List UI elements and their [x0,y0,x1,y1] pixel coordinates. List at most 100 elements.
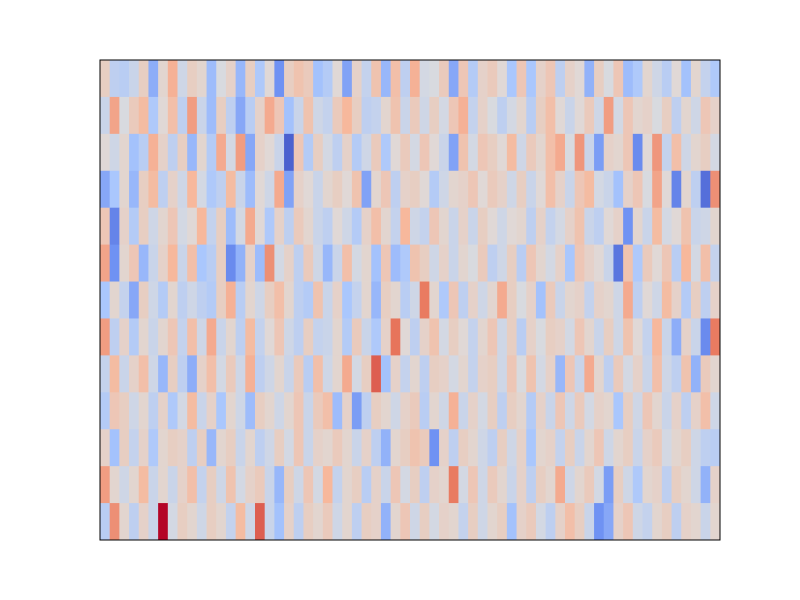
heatmap-cell [652,281,663,319]
heatmap-cell [497,392,508,430]
heatmap-cell [245,96,256,135]
heatmap-cell [506,133,517,172]
heatmap-cell [516,429,527,467]
heatmap-cell [594,355,605,393]
heatmap-cell [245,318,256,356]
heatmap-cell [196,392,207,430]
heatmap-cell [584,392,595,430]
heatmap-cell [535,466,547,504]
heatmap-cell [255,96,266,135]
heatmap-cell [129,244,140,282]
heatmap-cell [303,466,314,504]
heatmap-cell [690,466,702,504]
heatmap-cell [274,503,285,541]
heatmap-cell [187,207,198,246]
heatmap-cell [284,355,295,393]
heatmap-cell [468,503,479,541]
heatmap-cell [380,96,392,135]
heatmap-cell [206,133,217,172]
heatmap-cell [351,318,362,356]
heatmap-cell [565,133,576,172]
heatmap-cell [565,207,576,246]
heatmap-cell [129,96,140,135]
heatmap-cell [700,429,711,467]
heatmap-cell [303,355,314,393]
heatmap-cell [545,429,556,467]
heatmap-cell [516,355,527,393]
heatmap-cell [448,318,459,356]
heatmap-cell [681,392,692,430]
heatmap-cell [410,281,421,319]
heatmap-cell [652,96,663,135]
heatmap-cell [497,503,508,541]
heatmap-cell [613,60,624,98]
heatmap-cell [196,133,207,172]
heatmap-cell [671,392,682,430]
heatmap-cell [361,429,372,467]
heatmap-cell [468,170,479,209]
heatmap-cell [351,503,362,541]
heatmap-cell [196,318,207,356]
heatmap-cell [322,244,333,282]
heatmap-cell [351,244,362,282]
heatmap-cell [196,170,207,209]
heatmap-cell [351,392,362,430]
heatmap-cell [613,503,624,541]
heatmap-cell [361,60,372,98]
heatmap-cell [439,207,450,246]
heatmap-cell [225,429,237,467]
heatmap-cell [555,133,566,172]
heatmap-cell [497,466,508,504]
heatmap-cell [351,133,362,172]
heatmap-cell [264,60,275,98]
heatmap-cell [158,244,169,282]
heatmap-cell [313,466,324,504]
heatmap-cell [187,170,198,209]
heatmap-cell [468,244,479,282]
heatmap-cell [351,60,362,98]
heatmap-cell [497,318,508,356]
heatmap-cell [565,281,576,319]
heatmap-cell [187,318,198,356]
heatmap-cell [429,60,440,98]
heatmap-cell [535,96,547,135]
heatmap-cell [535,170,547,209]
heatmap-cell [206,392,217,430]
heatmap-cell [342,503,353,541]
heatmap-cell [555,392,566,430]
heatmap-cell [255,207,266,246]
heatmap-cell [109,96,120,135]
heatmap-cell [419,466,430,504]
heatmap-cell [313,429,324,467]
heatmap-cell [487,207,498,246]
heatmap-cell [497,355,508,393]
heatmap-cell [274,207,285,246]
heatmap-cell [245,207,256,246]
heatmap-cell [167,281,178,319]
heatmap-cell [632,96,643,135]
heatmap-cell [439,503,450,541]
heatmap-cell [109,170,120,209]
heatmap-cell [419,207,430,246]
heatmap-cell [506,170,517,209]
heatmap-cell [371,170,382,209]
heatmap-cell [584,281,595,319]
heatmap-cell [613,392,624,430]
heatmap-cell [158,392,169,430]
heatmap-cell [468,429,479,467]
heatmap-cell [216,281,227,319]
heatmap-cell [390,170,401,209]
heatmap-cell [574,244,585,282]
heatmap-cell [245,170,256,209]
heatmap-cell [206,60,217,98]
heatmap-cell [400,244,411,282]
heatmap-cell [516,318,527,356]
heatmap-cell [361,318,372,356]
heatmap-cell [545,96,556,135]
heatmap-cell [671,429,682,467]
heatmap-cell [603,318,614,356]
heatmap-cell [177,466,188,504]
heatmap-cell [487,392,498,430]
heatmap-cell [206,355,217,393]
heatmap-cell [380,503,392,541]
